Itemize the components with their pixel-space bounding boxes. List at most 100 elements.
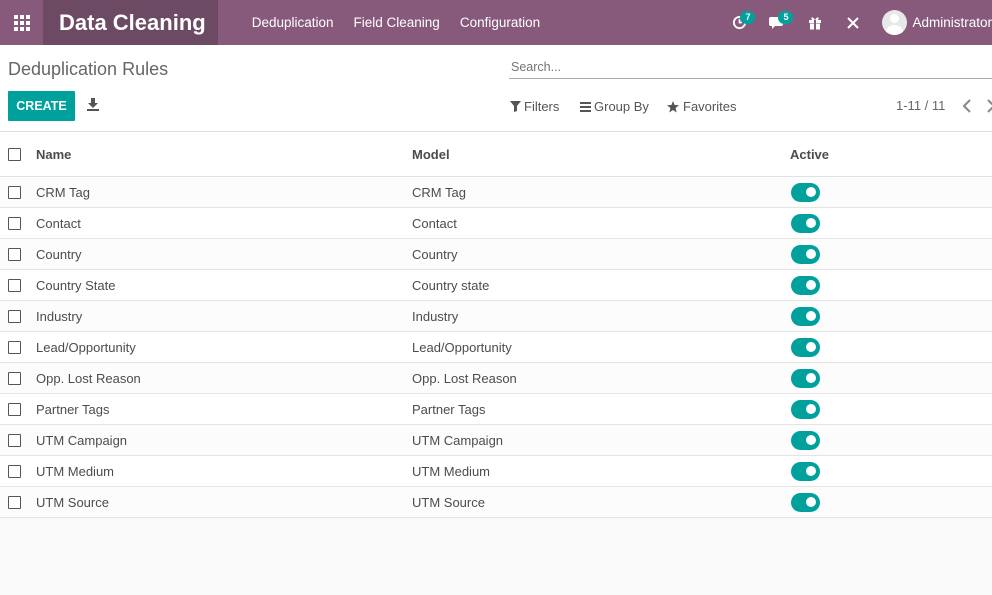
table-row[interactable]: Contact Contact bbox=[0, 208, 992, 239]
table-row[interactable]: Country State Country state bbox=[0, 270, 992, 301]
row-active-cell bbox=[790, 213, 992, 233]
table-row[interactable]: Lead/Opportunity Lead/Opportunity bbox=[0, 332, 992, 363]
download-icon bbox=[87, 98, 99, 111]
row-select-cell bbox=[0, 185, 36, 199]
favorites-dropdown[interactable]: Favorites bbox=[667, 99, 736, 114]
messages-count-badge: 5 bbox=[778, 11, 794, 24]
active-toggle[interactable] bbox=[791, 244, 820, 264]
row-select-cell bbox=[0, 247, 36, 261]
row-checkbox[interactable] bbox=[8, 185, 21, 199]
apps-grid-icon bbox=[13, 14, 30, 31]
row-active-cell bbox=[790, 337, 992, 357]
group-by-dropdown[interactable]: Group By bbox=[580, 99, 649, 114]
user-menu[interactable]: Administrator bbox=[882, 10, 992, 35]
row-active-cell bbox=[790, 306, 992, 326]
active-toggle[interactable] bbox=[791, 492, 820, 512]
main-menu: Deduplication Field Cleaning Configurati… bbox=[252, 15, 560, 30]
row-select-cell bbox=[0, 433, 36, 447]
row-model: UTM Source bbox=[412, 494, 485, 510]
row-model: Partner Tags bbox=[412, 401, 486, 417]
filters-dropdown[interactable]: Filters bbox=[510, 99, 559, 114]
search-bar bbox=[509, 57, 992, 79]
row-active-cell bbox=[790, 182, 992, 202]
row-active-cell bbox=[790, 244, 992, 264]
active-toggle[interactable] bbox=[791, 182, 820, 202]
row-checkbox[interactable] bbox=[8, 278, 21, 292]
apps-menu-button[interactable] bbox=[0, 0, 43, 45]
row-select-cell bbox=[0, 309, 36, 323]
row-select-cell bbox=[0, 371, 36, 385]
active-toggle[interactable] bbox=[791, 306, 820, 326]
tools-icon bbox=[847, 16, 860, 29]
column-header-model[interactable]: Model bbox=[412, 146, 450, 162]
table-row[interactable]: Country Country bbox=[0, 239, 992, 270]
row-name: UTM Medium bbox=[36, 463, 115, 479]
search-input[interactable] bbox=[509, 57, 992, 77]
row-checkbox[interactable] bbox=[8, 495, 21, 509]
row-checkbox[interactable] bbox=[8, 216, 21, 230]
row-checkbox[interactable] bbox=[8, 402, 21, 416]
row-select-cell bbox=[0, 402, 36, 416]
table-row[interactable]: Partner Tags Partner Tags bbox=[0, 394, 992, 425]
active-toggle[interactable] bbox=[791, 275, 820, 295]
gift-icon bbox=[809, 16, 822, 30]
row-model: Contact bbox=[412, 215, 457, 231]
table-row[interactable]: Industry Industry bbox=[0, 301, 992, 332]
row-name: Lead/Opportunity bbox=[36, 339, 136, 355]
active-toggle[interactable] bbox=[791, 461, 820, 481]
row-active-cell bbox=[790, 399, 992, 419]
row-select-cell bbox=[0, 216, 36, 230]
star-icon bbox=[667, 100, 679, 112]
pager-value[interactable]: 1-11 / 11 bbox=[896, 98, 946, 113]
group-by-label: Group By bbox=[594, 99, 649, 114]
create-button[interactable]: CREATE bbox=[8, 91, 75, 121]
debug-tools-button[interactable] bbox=[834, 0, 872, 45]
table-row[interactable]: UTM Source UTM Source bbox=[0, 487, 992, 518]
activity-count-badge: 7 bbox=[740, 11, 756, 24]
select-all-checkbox[interactable] bbox=[8, 147, 21, 161]
filter-icon bbox=[510, 101, 521, 112]
active-toggle[interactable] bbox=[791, 430, 820, 450]
menu-item-deduplication[interactable]: Deduplication bbox=[251, 15, 334, 30]
row-checkbox[interactable] bbox=[8, 309, 21, 323]
list-icon bbox=[580, 101, 591, 112]
menu-item-configuration[interactable]: Configuration bbox=[459, 15, 541, 30]
column-header-name[interactable]: Name bbox=[36, 146, 72, 162]
favorites-label: Favorites bbox=[683, 99, 737, 114]
pager-next-button[interactable] bbox=[986, 99, 992, 113]
list-table: Name Model Active CRM Tag CRM Tag Contac… bbox=[0, 132, 992, 518]
row-model: Country bbox=[412, 246, 458, 262]
select-all-cell bbox=[0, 147, 36, 161]
row-model: Opp. Lost Reason bbox=[412, 370, 517, 386]
filters-label: Filters bbox=[524, 99, 560, 114]
messages-button[interactable]: 5 bbox=[758, 0, 796, 45]
app-title[interactable]: Data Cleaning bbox=[43, 0, 218, 45]
active-toggle[interactable] bbox=[791, 337, 820, 357]
activity-button[interactable]: 7 bbox=[720, 0, 758, 45]
user-name: Administrator bbox=[912, 15, 992, 30]
row-checkbox[interactable] bbox=[8, 371, 21, 385]
active-toggle[interactable] bbox=[791, 213, 820, 233]
row-name: Industry bbox=[36, 308, 83, 324]
column-header-active[interactable]: Active bbox=[790, 146, 830, 162]
table-body: CRM Tag CRM Tag Contact Contact Country … bbox=[0, 177, 992, 518]
table-row[interactable]: UTM Medium UTM Medium bbox=[0, 456, 992, 487]
table-row[interactable]: Opp. Lost Reason Opp. Lost Reason bbox=[0, 363, 992, 394]
row-name: UTM Campaign bbox=[36, 432, 128, 448]
active-toggle[interactable] bbox=[791, 368, 820, 388]
row-active-cell bbox=[790, 430, 992, 450]
row-checkbox[interactable] bbox=[8, 247, 21, 261]
row-name: Country State bbox=[36, 277, 116, 293]
row-checkbox[interactable] bbox=[8, 464, 21, 478]
table-row[interactable]: CRM Tag CRM Tag bbox=[0, 177, 992, 208]
row-checkbox[interactable] bbox=[8, 433, 21, 447]
row-active-cell bbox=[790, 368, 992, 388]
active-toggle[interactable] bbox=[791, 399, 820, 419]
pager-previous-button[interactable] bbox=[962, 99, 974, 113]
menu-item-field-cleaning[interactable]: Field Cleaning bbox=[353, 15, 440, 30]
row-checkbox[interactable] bbox=[8, 340, 21, 354]
gift-button[interactable] bbox=[796, 0, 834, 45]
row-name: Contact bbox=[36, 215, 81, 231]
table-row[interactable]: UTM Campaign UTM Campaign bbox=[0, 425, 992, 456]
download-button[interactable] bbox=[86, 97, 102, 115]
